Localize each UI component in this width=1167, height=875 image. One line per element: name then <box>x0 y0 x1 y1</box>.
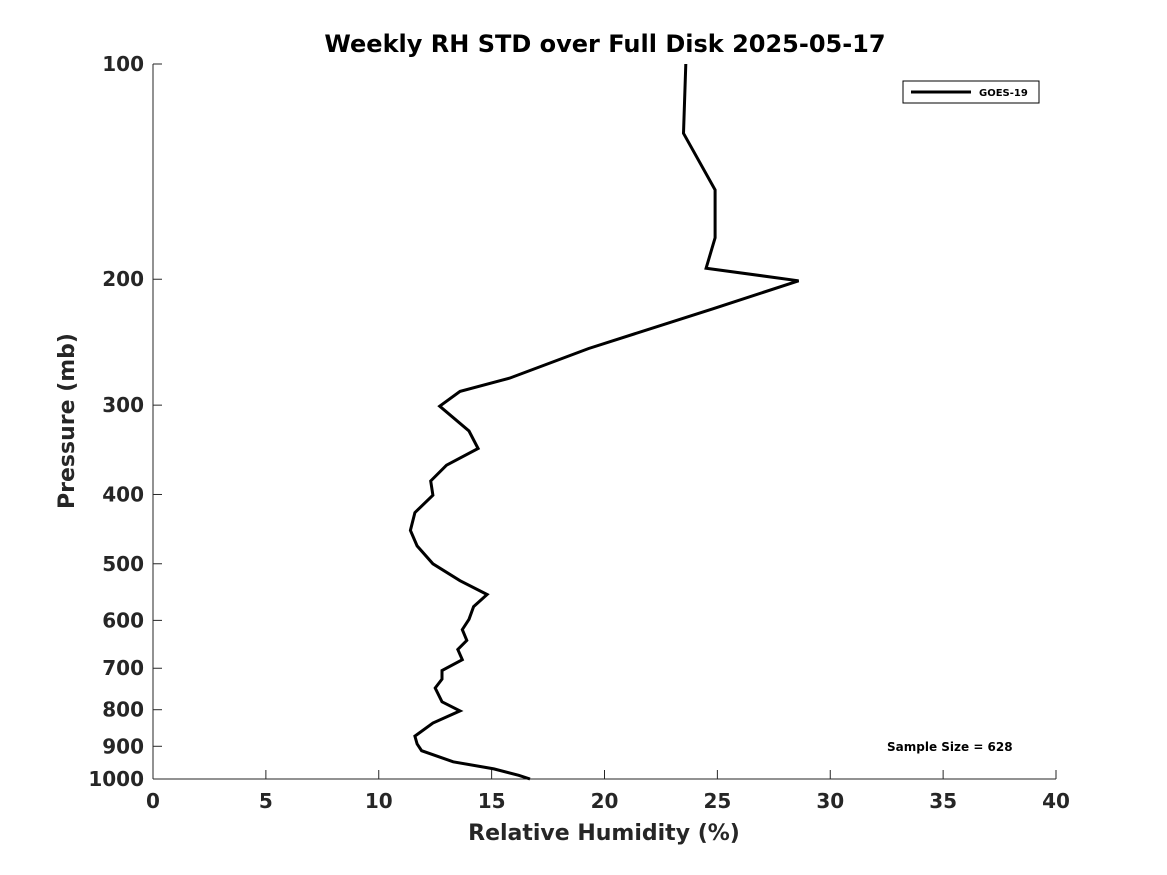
x-tick-label-15: 15 <box>478 789 506 813</box>
sample-size-annotation: Sample Size = 628 <box>887 740 1013 754</box>
legend: GOES-19 <box>902 80 1040 104</box>
x-tick-label-5: 5 <box>259 789 273 813</box>
y-tick-label-300: 300 <box>102 393 144 417</box>
x-tick-label-25: 25 <box>703 789 731 813</box>
x-tick-label-40: 40 <box>1042 789 1070 813</box>
x-tick-label-0: 0 <box>146 789 160 813</box>
x-tick-label-35: 35 <box>929 789 957 813</box>
x-tick-label-20: 20 <box>591 789 619 813</box>
y-tick-label-500: 500 <box>102 552 144 576</box>
y-tick-label-600: 600 <box>102 608 144 632</box>
y-tick-label-400: 400 <box>102 482 144 506</box>
y-tick-label-700: 700 <box>102 656 144 680</box>
x-tick-label-30: 30 <box>816 789 844 813</box>
plot-area: 0 5 10 15 20 25 30 35 40 100 200 300 400 500 600 700 800… <box>88 52 1070 813</box>
y-tick-label-900: 900 <box>102 734 144 758</box>
legend-label-goes-19: GOES-19 <box>979 88 1028 99</box>
y-tick-label-100: 100 <box>102 52 144 76</box>
chart-title: Weekly RH STD over Full Disk 2025-05-17 <box>324 30 885 58</box>
x-tick-label-10: 10 <box>365 789 393 813</box>
y-axis-label: Pressure (mb) <box>55 333 80 509</box>
y-tick-label-800: 800 <box>102 698 144 722</box>
y-tick-label-200: 200 <box>102 267 144 291</box>
x-axis-label: Relative Humidity (%) <box>468 821 740 846</box>
series-line-goes-19 <box>408 63 800 781</box>
y-tick-label-1000: 1000 <box>88 767 144 791</box>
